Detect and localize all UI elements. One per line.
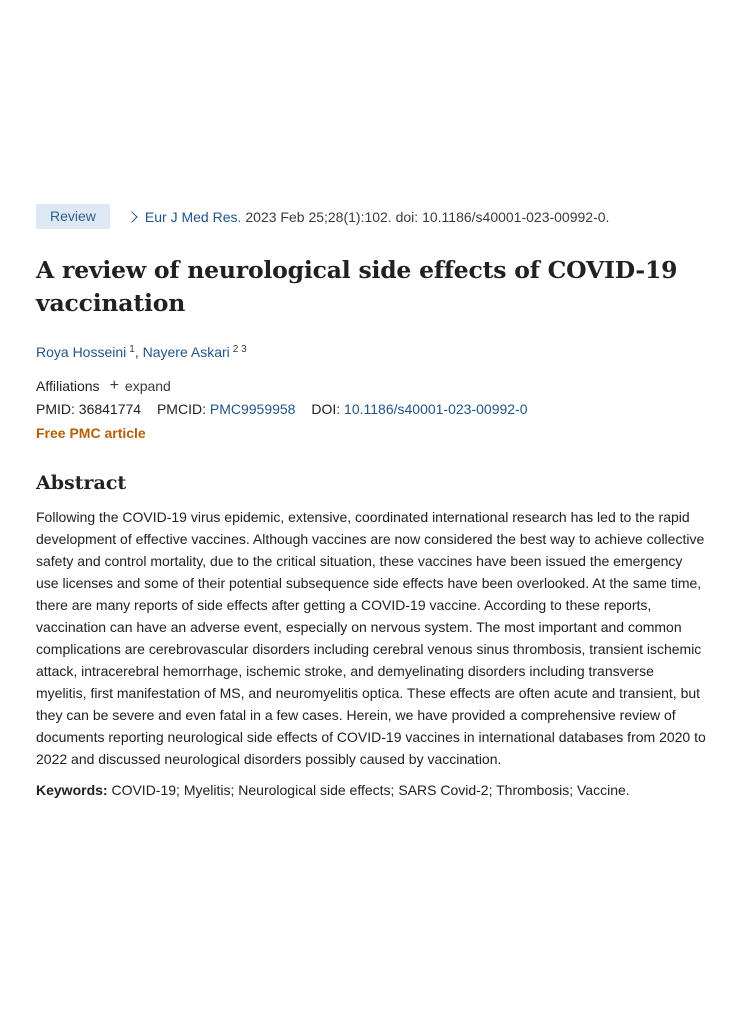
- keywords-label: Keywords:: [36, 782, 108, 798]
- free-pmc-article-link[interactable]: Free PMC article: [36, 425, 146, 441]
- keywords-row: Keywords: COVID-19; Myelitis; Neurologic…: [36, 782, 706, 798]
- author-separator: ,: [134, 344, 143, 360]
- affiliations-label: Affiliations: [36, 378, 100, 394]
- chevron-right-icon: [126, 210, 138, 223]
- journal-name[interactable]: Eur J Med Res.: [144, 208, 242, 225]
- article-page: Review Eur J Med Res. 2023 Feb 25;28(1):…: [36, 204, 706, 798]
- abstract-heading: Abstract: [36, 472, 127, 494]
- expand-label[interactable]: expand: [124, 378, 171, 394]
- citation-details: 2023 Feb 25;28(1):102. doi: 10.1186/s400…: [245, 208, 610, 225]
- author-affiliation-ref[interactable]: 2 3: [232, 344, 247, 355]
- abstract-text: Following the COVID-19 virus epidemic, e…: [36, 509, 706, 767]
- affiliations-expand-button[interactable]: + expand: [109, 377, 171, 395]
- author-list: Roya Hosseini 1, Nayere Askari 2 3: [36, 344, 706, 364]
- pmid-label: PMID:: [36, 401, 75, 417]
- journal-link[interactable]: Eur J Med Res.: [126, 209, 241, 225]
- plus-icon: +: [109, 377, 119, 394]
- keywords-text: COVID-19; Myelitis; Neurological side ef…: [111, 782, 630, 798]
- citation-row: Review Eur J Med Res. 2023 Feb 25;28(1):…: [36, 204, 706, 229]
- pmcid-link[interactable]: PMC9959958: [209, 401, 296, 417]
- doi-label: DOI:: [311, 401, 341, 417]
- pmid-value: 36841774: [78, 401, 142, 417]
- affiliations-row: Affiliations + expand: [36, 376, 706, 396]
- author-link-askari[interactable]: Nayere Askari: [142, 344, 230, 360]
- identifiers-row: PMID: 36841774 PMCID: PMC9959958 DOI: 10…: [36, 401, 706, 421]
- doi-link[interactable]: 10.1186/s40001-023-00992-0: [344, 401, 528, 417]
- author-link-hosseini[interactable]: Roya Hosseini: [36, 344, 127, 360]
- article-title: A review of neurological side effects of…: [36, 256, 678, 317]
- author-affiliation-ref[interactable]: 1: [129, 344, 135, 355]
- pmcid-label: PMCID:: [156, 401, 206, 417]
- publication-type-badge[interactable]: Review: [36, 204, 110, 229]
